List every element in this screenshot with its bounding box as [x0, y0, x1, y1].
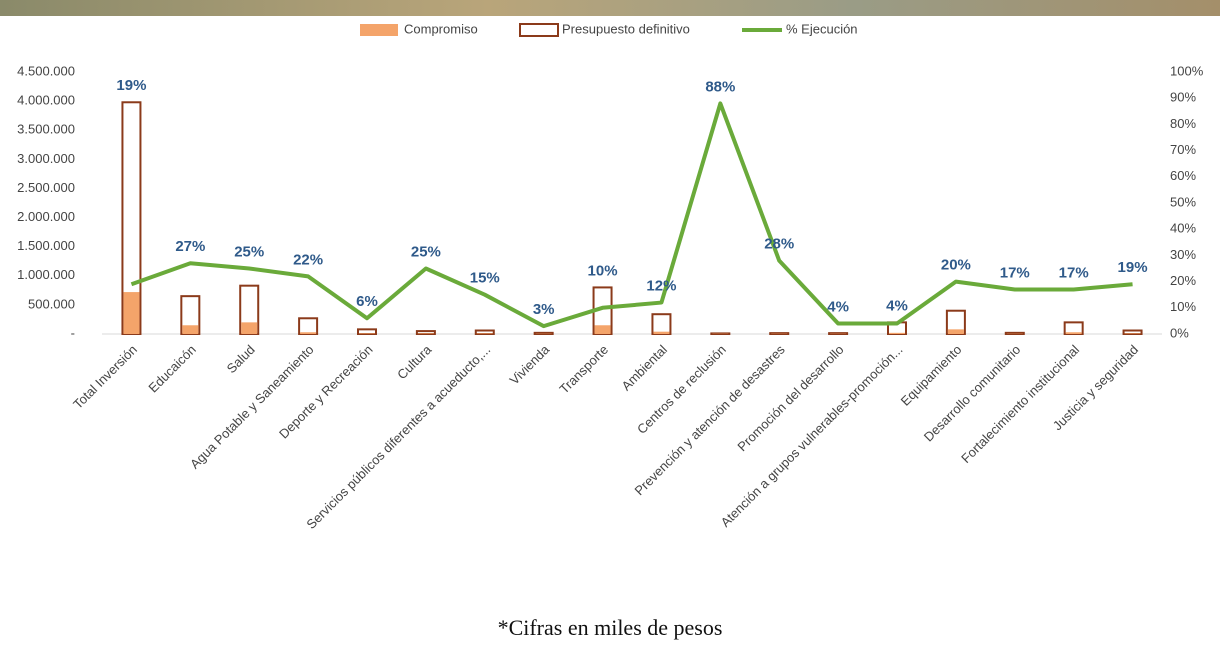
y2-tick-label: 0%: [1170, 325, 1189, 340]
data-label: 10%: [588, 262, 618, 279]
data-label: 27%: [175, 238, 205, 255]
data-label: 88%: [705, 78, 735, 95]
y2-tick-label: 10%: [1170, 299, 1196, 314]
y2-tick-label: 20%: [1170, 273, 1196, 288]
y-tick-label: 2.000.000: [17, 209, 75, 224]
legend-label: Presupuesto definitivo: [562, 21, 690, 36]
y-tick-label: 1.500.000: [17, 238, 75, 253]
bar-compromiso: [594, 325, 611, 334]
bar-compromiso: [300, 332, 317, 334]
x-tick-label: Cultura: [394, 341, 435, 382]
data-label: 12%: [646, 278, 676, 295]
x-tick-label: Desarrollo comunitario: [921, 342, 1024, 445]
data-label: 4%: [827, 298, 849, 315]
y-tick-label: 1.000.000: [17, 267, 75, 282]
x-tick-label: Promoción del desarrollo: [734, 342, 846, 454]
data-label: 19%: [116, 77, 146, 94]
x-tick-label: Salud: [224, 342, 258, 376]
x-tick-label: Transporte: [556, 342, 611, 397]
data-label: 6%: [356, 293, 378, 310]
data-label: 25%: [411, 243, 441, 260]
x-tick-label: Fortalecimiento institucional: [958, 342, 1082, 466]
data-label: 20%: [941, 257, 971, 274]
data-label: 4%: [886, 297, 908, 314]
line-ejecucion: [130, 101, 1133, 329]
y2-tick-label: 90%: [1170, 90, 1196, 105]
bar-compromiso: [476, 333, 493, 334]
bar-presupuesto: [651, 313, 672, 335]
y-tick-label: 4.000.000: [17, 93, 75, 108]
y-tick-label: 3.500.000: [17, 122, 75, 137]
footnote: *Cifras en miles de pesos: [498, 615, 723, 640]
y-tick-label: 2.500.000: [17, 180, 75, 195]
bar-compromiso: [947, 329, 964, 334]
legend-label: % Ejecución: [786, 21, 858, 36]
x-tick-label: Equipamiento: [898, 342, 965, 409]
y-tick-label: 4.500.000: [17, 63, 75, 78]
y2-tick-label: 50%: [1170, 194, 1196, 209]
bar-compromiso: [1124, 333, 1141, 334]
x-tick-label: Agua Potable y Saneamiento: [187, 342, 317, 472]
bar-compromiso: [889, 332, 905, 334]
bar-presupuesto: [298, 317, 319, 335]
y2-tick-label: 70%: [1170, 142, 1196, 157]
data-label: 28%: [764, 236, 794, 253]
data-label: 17%: [1059, 264, 1089, 281]
legend-swatch: [519, 23, 559, 37]
x-tick-label: Total Inversión: [70, 342, 140, 412]
legend-label: Compromiso: [404, 21, 478, 36]
y-tick-label: -: [71, 325, 75, 340]
y2-tick-label: 30%: [1170, 247, 1196, 262]
x-tick-label: Ambiental: [619, 342, 671, 394]
y2-tick-label: 100%: [1170, 63, 1204, 78]
data-label: 19%: [1118, 259, 1148, 276]
bar-compromiso: [1065, 332, 1082, 334]
data-label: 15%: [470, 270, 500, 287]
legend-swatch: [360, 24, 398, 36]
bar-compromiso: [653, 331, 670, 334]
bar-compromiso: [359, 333, 375, 334]
bar-presupuesto: [357, 328, 377, 336]
y2-tick-label: 80%: [1170, 116, 1196, 131]
data-label: 17%: [1000, 264, 1030, 281]
data-label: 25%: [234, 243, 264, 260]
y2-tick-label: 40%: [1170, 221, 1196, 236]
y-tick-label: 3.000.000: [17, 151, 75, 166]
data-label: 22%: [293, 251, 323, 268]
bar-compromiso: [182, 325, 199, 334]
x-tick-label: Vivienda: [507, 341, 553, 387]
header-image: [0, 0, 1220, 16]
x-tick-label: Educaicón: [145, 342, 199, 396]
y2-tick-label: 60%: [1170, 168, 1196, 183]
bar-compromiso: [241, 322, 258, 334]
bar-compromiso: [123, 292, 140, 334]
data-label: 3%: [533, 301, 555, 318]
y-tick-label: 500.000: [28, 296, 75, 311]
bar-compromiso: [417, 333, 434, 334]
